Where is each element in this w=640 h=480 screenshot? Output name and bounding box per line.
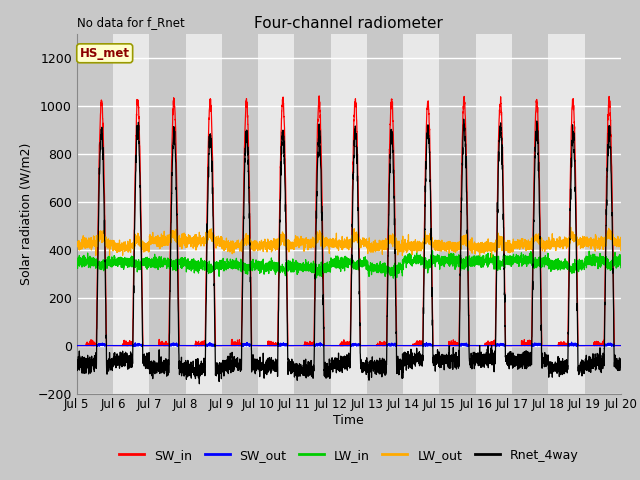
- SW_in: [316, 93, 323, 99]
- SW_out: [617, 343, 625, 348]
- Bar: [512, 34, 548, 394]
- Title: Four-channel radiometer: Four-channel radiometer: [254, 16, 444, 31]
- Bar: [367, 34, 403, 394]
- SW_in: [329, 343, 337, 348]
- LW_out: [616, 239, 624, 245]
- LW_in: [328, 261, 336, 267]
- SW_out: [568, 339, 575, 345]
- LW_out: [502, 243, 509, 249]
- SW_out: [502, 343, 509, 348]
- Rnet_4way: [73, 354, 81, 360]
- Bar: [222, 34, 258, 394]
- LW_in: [390, 275, 397, 281]
- LW_out: [567, 224, 575, 230]
- SW_in: [616, 343, 624, 348]
- LW_out: [73, 243, 81, 249]
- SW_out: [471, 343, 479, 348]
- LW_out: [328, 237, 336, 242]
- Bar: [584, 34, 621, 394]
- SW_in: [171, 103, 179, 109]
- Rnet_4way: [460, 116, 468, 122]
- Rnet_4way: [616, 364, 624, 370]
- LW_in: [171, 258, 179, 264]
- SW_out: [171, 342, 179, 348]
- Line: SW_in: SW_in: [77, 96, 621, 346]
- Rnet_4way: [471, 351, 479, 357]
- Rnet_4way: [617, 360, 625, 366]
- Bar: [294, 34, 331, 394]
- Rnet_4way: [171, 134, 179, 140]
- Bar: [77, 34, 113, 394]
- Rnet_4way: [195, 381, 203, 386]
- LW_out: [171, 228, 179, 234]
- SW_in: [73, 343, 81, 348]
- Rnet_4way: [502, 359, 509, 364]
- LW_out: [488, 254, 495, 260]
- SW_out: [93, 343, 100, 349]
- LW_in: [616, 261, 624, 266]
- LW_in: [413, 247, 420, 253]
- Bar: [440, 34, 476, 394]
- Legend: SW_in, SW_out, LW_in, LW_out, Rnet_4way: SW_in, SW_out, LW_in, LW_out, Rnet_4way: [114, 444, 584, 467]
- Text: No data for f_Rnet: No data for f_Rnet: [77, 16, 184, 29]
- Line: LW_out: LW_out: [77, 227, 621, 257]
- SW_in: [441, 343, 449, 348]
- LW_out: [440, 243, 448, 249]
- X-axis label: Time: Time: [333, 414, 364, 427]
- SW_in: [502, 343, 509, 348]
- Bar: [149, 34, 186, 394]
- LW_in: [502, 257, 509, 263]
- Line: SW_out: SW_out: [77, 342, 621, 346]
- Text: HS_met: HS_met: [80, 47, 130, 60]
- SW_out: [73, 343, 81, 348]
- SW_in: [471, 343, 479, 348]
- SW_out: [329, 343, 337, 348]
- SW_out: [441, 343, 449, 348]
- Rnet_4way: [441, 357, 449, 362]
- LW_out: [617, 248, 625, 253]
- LW_out: [471, 246, 479, 252]
- SW_out: [616, 343, 624, 348]
- LW_in: [441, 261, 449, 267]
- Line: Rnet_4way: Rnet_4way: [77, 119, 621, 384]
- LW_in: [617, 265, 625, 271]
- Rnet_4way: [329, 360, 337, 365]
- LW_in: [73, 254, 81, 260]
- LW_in: [471, 258, 479, 264]
- Y-axis label: Solar radiation (W/m2): Solar radiation (W/m2): [19, 143, 32, 285]
- Line: LW_in: LW_in: [77, 250, 621, 278]
- SW_in: [617, 343, 625, 348]
